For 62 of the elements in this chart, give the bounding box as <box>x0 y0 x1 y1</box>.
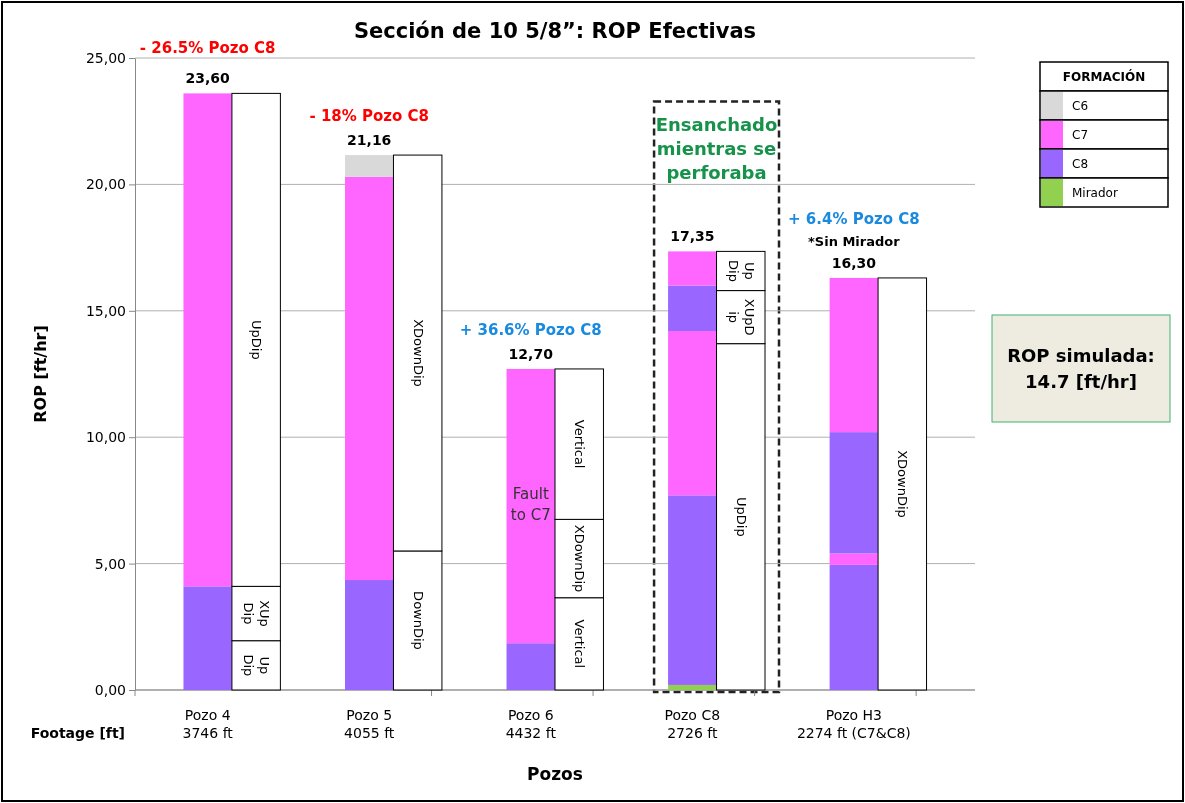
y-tick-label: 25,00 <box>85 49 126 66</box>
legend-label: Mirador <box>1072 186 1118 200</box>
bar <box>877 277 928 691</box>
data-label: Up Dip <box>241 654 273 677</box>
annotation: - 18% Pozo C8 <box>309 107 430 126</box>
x-tick-label: Pozo 6 4432 ft <box>505 707 557 741</box>
y-tick-label: 10,00 <box>85 429 126 446</box>
data-label: Vertical <box>572 419 588 469</box>
bar <box>668 495 717 685</box>
bar <box>668 684 717 690</box>
bar <box>829 553 879 565</box>
bar <box>668 331 717 496</box>
text: Footage [ft] <box>30 725 125 741</box>
bar <box>506 643 555 690</box>
y-tick-label: 5,00 <box>94 555 126 572</box>
x-tick-label: Pozo 5 4055 ft <box>344 707 395 741</box>
data-label: XDownDip <box>572 524 588 593</box>
bar <box>668 285 717 332</box>
x-tick-label: Pozo C8 2726 ft <box>664 707 721 741</box>
y-axis-title: ROP [ft/hr] <box>31 325 50 423</box>
total-label: 21,16 <box>347 132 392 149</box>
data-label: UpDip <box>733 497 749 537</box>
chart-title: Sección de 10 5/8”: ROP Efectivas <box>353 19 757 43</box>
annotation: Ensanchado mientras se perforaba <box>655 114 778 184</box>
legend-label: C8 <box>1072 157 1089 171</box>
data-label: XDownDip <box>410 319 426 387</box>
bar <box>506 368 555 644</box>
legend-title: FORMACIÓN <box>1062 69 1146 84</box>
data-label: XUp Dip <box>241 600 273 627</box>
y-tick-label: 20,00 <box>85 176 126 193</box>
y-tick-label: 0,00 <box>94 681 126 698</box>
x-tick-label: Pozo 4 3746 ft <box>182 707 234 741</box>
x-tick-label: Pozo H3 2274 ft (C7&C8) <box>796 707 911 741</box>
data-label: DownDip <box>410 591 426 650</box>
text: ROP simulada: 14.7 [ft/hr] <box>1007 345 1155 392</box>
bar <box>345 580 394 690</box>
legend-label: C7 <box>1072 128 1089 142</box>
total-label: 16,30 <box>831 254 877 271</box>
total-label: 23,60 <box>185 70 231 87</box>
bar <box>183 93 232 587</box>
bar <box>829 564 879 690</box>
bar <box>668 251 717 286</box>
bar <box>183 586 232 690</box>
annotation: + 6.4% Pozo C8 <box>788 209 920 228</box>
x-axis-title: Pozos <box>527 764 583 784</box>
data-label: UpDip <box>249 320 265 360</box>
total-label: 12,70 <box>508 345 554 362</box>
bar <box>345 176 394 581</box>
bar <box>829 432 879 554</box>
data-label: Vertical <box>572 619 588 669</box>
bar <box>345 155 394 177</box>
data-label: XDownDip <box>895 450 911 518</box>
annotation: + 36.6% Pozo C8 <box>459 320 602 339</box>
total-label: 17,35 <box>670 228 715 245</box>
text: - 26.5% Pozo C8 <box>139 39 276 58</box>
bar <box>829 277 879 433</box>
annotation: *Sin Mirador <box>808 233 901 249</box>
y-tick-label: 15,00 <box>85 302 126 319</box>
annotation: Fault to C7 <box>510 485 551 525</box>
data-label: Up Dip <box>725 260 757 282</box>
data-label: XUpD ip <box>725 298 757 336</box>
legend-label: C6 <box>1072 99 1089 113</box>
